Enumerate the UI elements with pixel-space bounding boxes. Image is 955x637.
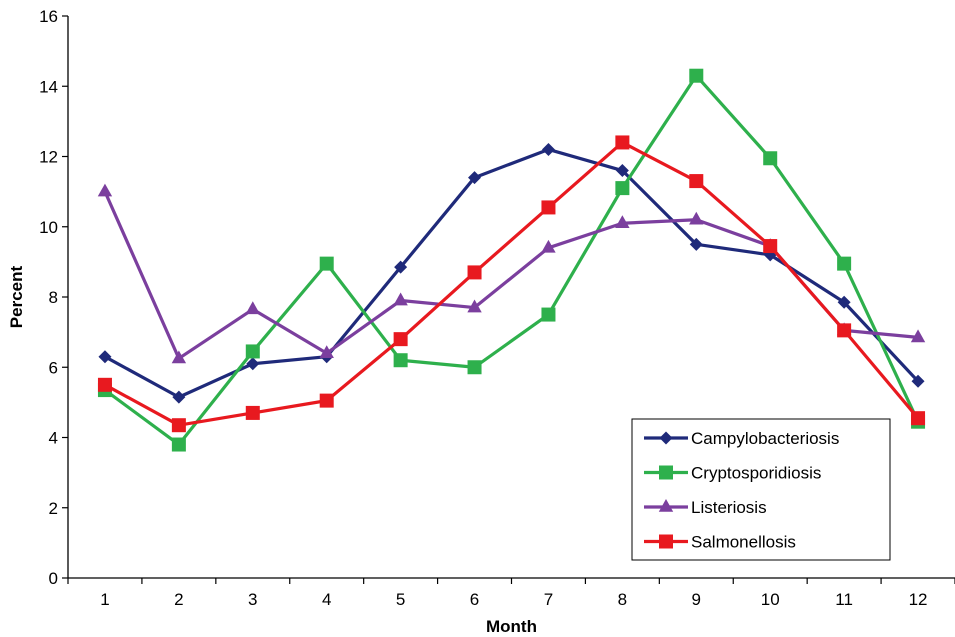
- data-point: [245, 301, 260, 315]
- y-tick-label: 16: [39, 7, 58, 26]
- data-point: [911, 374, 925, 388]
- data-point: [615, 164, 629, 178]
- x-tick-label: 2: [174, 590, 183, 609]
- series-salmonellosis: [97, 135, 926, 433]
- data-point: [468, 171, 482, 185]
- legend-marker: [659, 534, 673, 549]
- x-tick-label: 11: [835, 590, 853, 609]
- y-tick-label: 2: [49, 499, 58, 518]
- y-tick-label: 12: [39, 148, 58, 167]
- data-point: [319, 345, 334, 358]
- series-line: [104, 140, 920, 427]
- data-point: [246, 357, 260, 371]
- x-tick-label: 6: [470, 590, 479, 609]
- data-point: [171, 350, 187, 364]
- y-tick-label: 14: [39, 77, 58, 96]
- y-axis-ticks: 0 2 4 6 8 10 12 14 16: [39, 7, 68, 588]
- data-point: [541, 142, 555, 156]
- legend-label: Listeriosis: [691, 498, 767, 517]
- y-tick-label: 4: [49, 429, 58, 448]
- y-axis-title: Percent: [7, 265, 26, 328]
- data-point: [319, 393, 334, 408]
- legend-marker: [659, 465, 673, 480]
- y-tick-label: 6: [49, 358, 58, 377]
- data-point: [467, 265, 482, 280]
- legend-label: Salmonellosis: [691, 533, 796, 552]
- legend: Campylobacteriosis Cryptosporidiosis Liste…: [631, 418, 891, 561]
- legend-item: Salmonellosis: [644, 533, 796, 552]
- data-point: [98, 350, 112, 364]
- series-cryptosporidiosis: [97, 68, 926, 452]
- data-point: [97, 377, 112, 392]
- data-point: [171, 418, 186, 433]
- series-campylobacteriosis: [98, 142, 925, 404]
- data-point: [837, 323, 852, 338]
- data-point: [910, 329, 926, 343]
- data-point: [467, 299, 482, 313]
- data-point: [245, 344, 260, 359]
- x-tick-label: 4: [322, 590, 331, 609]
- data-point: [319, 256, 334, 271]
- data-point: [689, 174, 704, 189]
- data-point: [171, 437, 186, 452]
- x-tick-label: 12: [909, 590, 928, 609]
- legend-label: Campylobacteriosis: [691, 429, 839, 448]
- legend-marker: [658, 499, 674, 512]
- x-axis-title: Month: [486, 617, 537, 636]
- data-point: [541, 200, 556, 215]
- data-point: [393, 292, 408, 306]
- data-point: [393, 332, 408, 347]
- legend-marker: [659, 431, 673, 445]
- legend-label: Cryptosporidiosis: [691, 464, 821, 483]
- data-point: [541, 307, 556, 322]
- legend-item: Listeriosis: [644, 498, 767, 517]
- y-tick-label: 0: [49, 569, 58, 588]
- data-point: [245, 405, 260, 420]
- series-group: [97, 68, 926, 452]
- data-point: [615, 135, 630, 150]
- x-tick-label: 5: [396, 590, 405, 609]
- data-point: [689, 68, 704, 83]
- data-point: [763, 239, 778, 254]
- legend-box: [631, 418, 891, 561]
- data-point: [97, 183, 113, 197]
- data-point: [689, 237, 703, 251]
- legend-item: Campylobacteriosis: [644, 429, 839, 448]
- series-line: [104, 74, 920, 447]
- x-tick-label: 9: [692, 590, 701, 609]
- y-tick-label: 8: [49, 288, 58, 307]
- data-point: [837, 256, 852, 271]
- y-tick-label: 10: [39, 218, 58, 237]
- x-axis-ticks: 1 2 3 4 5 6 7 8 9 10 11 12: [67, 578, 955, 609]
- data-point: [763, 151, 778, 166]
- data-point: [837, 295, 851, 309]
- data-point: [172, 390, 186, 404]
- x-tick-label: 7: [544, 590, 553, 609]
- data-point: [394, 260, 408, 274]
- x-tick-label: 3: [248, 590, 257, 609]
- data-point: [615, 181, 630, 196]
- x-tick-label: 10: [761, 590, 780, 609]
- data-point: [911, 411, 926, 426]
- x-tick-label: 8: [618, 590, 627, 609]
- data-point: [393, 353, 408, 368]
- x-tick-label: 1: [100, 590, 109, 609]
- data-point: [541, 239, 556, 253]
- data-point: [689, 211, 704, 225]
- legend-item: Cryptosporidiosis: [644, 464, 821, 483]
- data-point: [467, 360, 482, 375]
- data-point: [615, 215, 630, 229]
